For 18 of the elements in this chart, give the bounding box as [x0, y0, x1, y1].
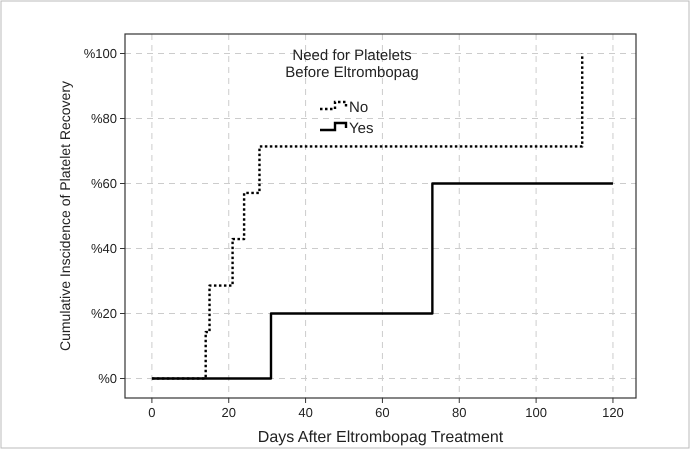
y-tick-label: %60 — [90, 176, 117, 191]
legend-label: Yes — [349, 120, 374, 137]
legend-title: Need for Platelets Before Eltrombopag — [285, 47, 419, 81]
y-tick-label: %80 — [90, 111, 117, 126]
legend-label: No — [349, 99, 368, 116]
y-axis-title: Cumulative Inscidence of Platelet Recovery — [57, 80, 73, 352]
y-tick-label: %40 — [90, 241, 117, 256]
x-tick-label: 80 — [452, 405, 466, 420]
x-tick-label: 20 — [222, 405, 236, 420]
y-tick-label: %0 — [98, 371, 117, 386]
x-tick-label: 40 — [298, 405, 313, 420]
x-tick-label: 60 — [375, 405, 390, 420]
x-axis-title: Days After Eltrombopag Treatment — [258, 429, 504, 446]
y-tick-label: %20 — [90, 306, 117, 321]
y-tick-label: %100 — [84, 46, 117, 61]
x-tick-label: 0 — [148, 405, 156, 420]
x-tick-label: 100 — [525, 405, 547, 420]
x-tick-label: 120 — [602, 405, 624, 420]
